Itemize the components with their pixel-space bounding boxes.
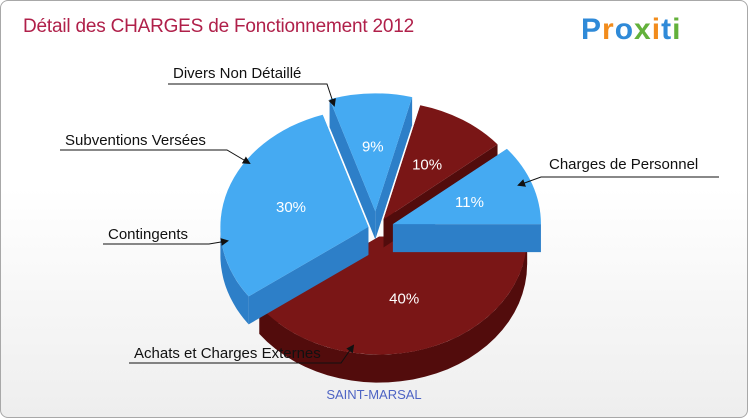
- pie-slice: 30%: [220, 114, 369, 325]
- slice-category-label: Subventions Versées: [65, 132, 206, 149]
- pie-slice-wall: [392, 224, 541, 253]
- pie-slice-wall: [248, 227, 369, 325]
- pie-slice-wall: [375, 97, 413, 240]
- slice-value-label: 9%: [362, 139, 384, 156]
- pie-slice-wall: [329, 99, 376, 240]
- slice-value-label: 10%: [412, 157, 442, 174]
- slice-category-label: Achats et Charges Externes: [134, 345, 321, 362]
- slice-value-label: 40%: [389, 290, 419, 307]
- leader-line: [517, 176, 719, 187]
- slice-value-label: 30%: [276, 199, 306, 216]
- pie-slice: 40%: [259, 236, 528, 383]
- pie-slice: 9%: [329, 93, 413, 240]
- pie-slice-top: [220, 114, 369, 297]
- pie-slice-top: [383, 105, 498, 220]
- leader-line: [168, 83, 336, 107]
- pie-slice-top: [392, 148, 541, 225]
- chart-title: Détail des CHARGES de Fonctionnement 201…: [23, 16, 415, 37]
- proxiti-logo: Proxiti: [581, 13, 681, 46]
- pie-slice: 11%: [392, 148, 541, 253]
- leader-line: [60, 149, 251, 165]
- slice-category-label: Divers Non Détaillé: [173, 65, 301, 82]
- svg-text:Proxiti: Proxiti: [581, 13, 681, 46]
- leader-line: [103, 238, 229, 246]
- pie-slice-side: [220, 227, 249, 325]
- pie-slice-top: [329, 93, 413, 212]
- slice-category-label: Contingents: [108, 226, 188, 243]
- slice-category-label: Charges de Personnel: [549, 156, 698, 173]
- slice-labels: Charges de Personnel Achats et Charges Ex…: [60, 65, 719, 364]
- commune-name: SAINT-MARSAL: [326, 387, 422, 402]
- pie-slice-top: [259, 236, 528, 355]
- leader-line: [129, 344, 355, 364]
- pie-slice-side: [259, 236, 528, 383]
- pie-slices: 40% 30% 9% 10% 11%: [220, 93, 541, 383]
- slice-value-label: 11%: [455, 194, 484, 211]
